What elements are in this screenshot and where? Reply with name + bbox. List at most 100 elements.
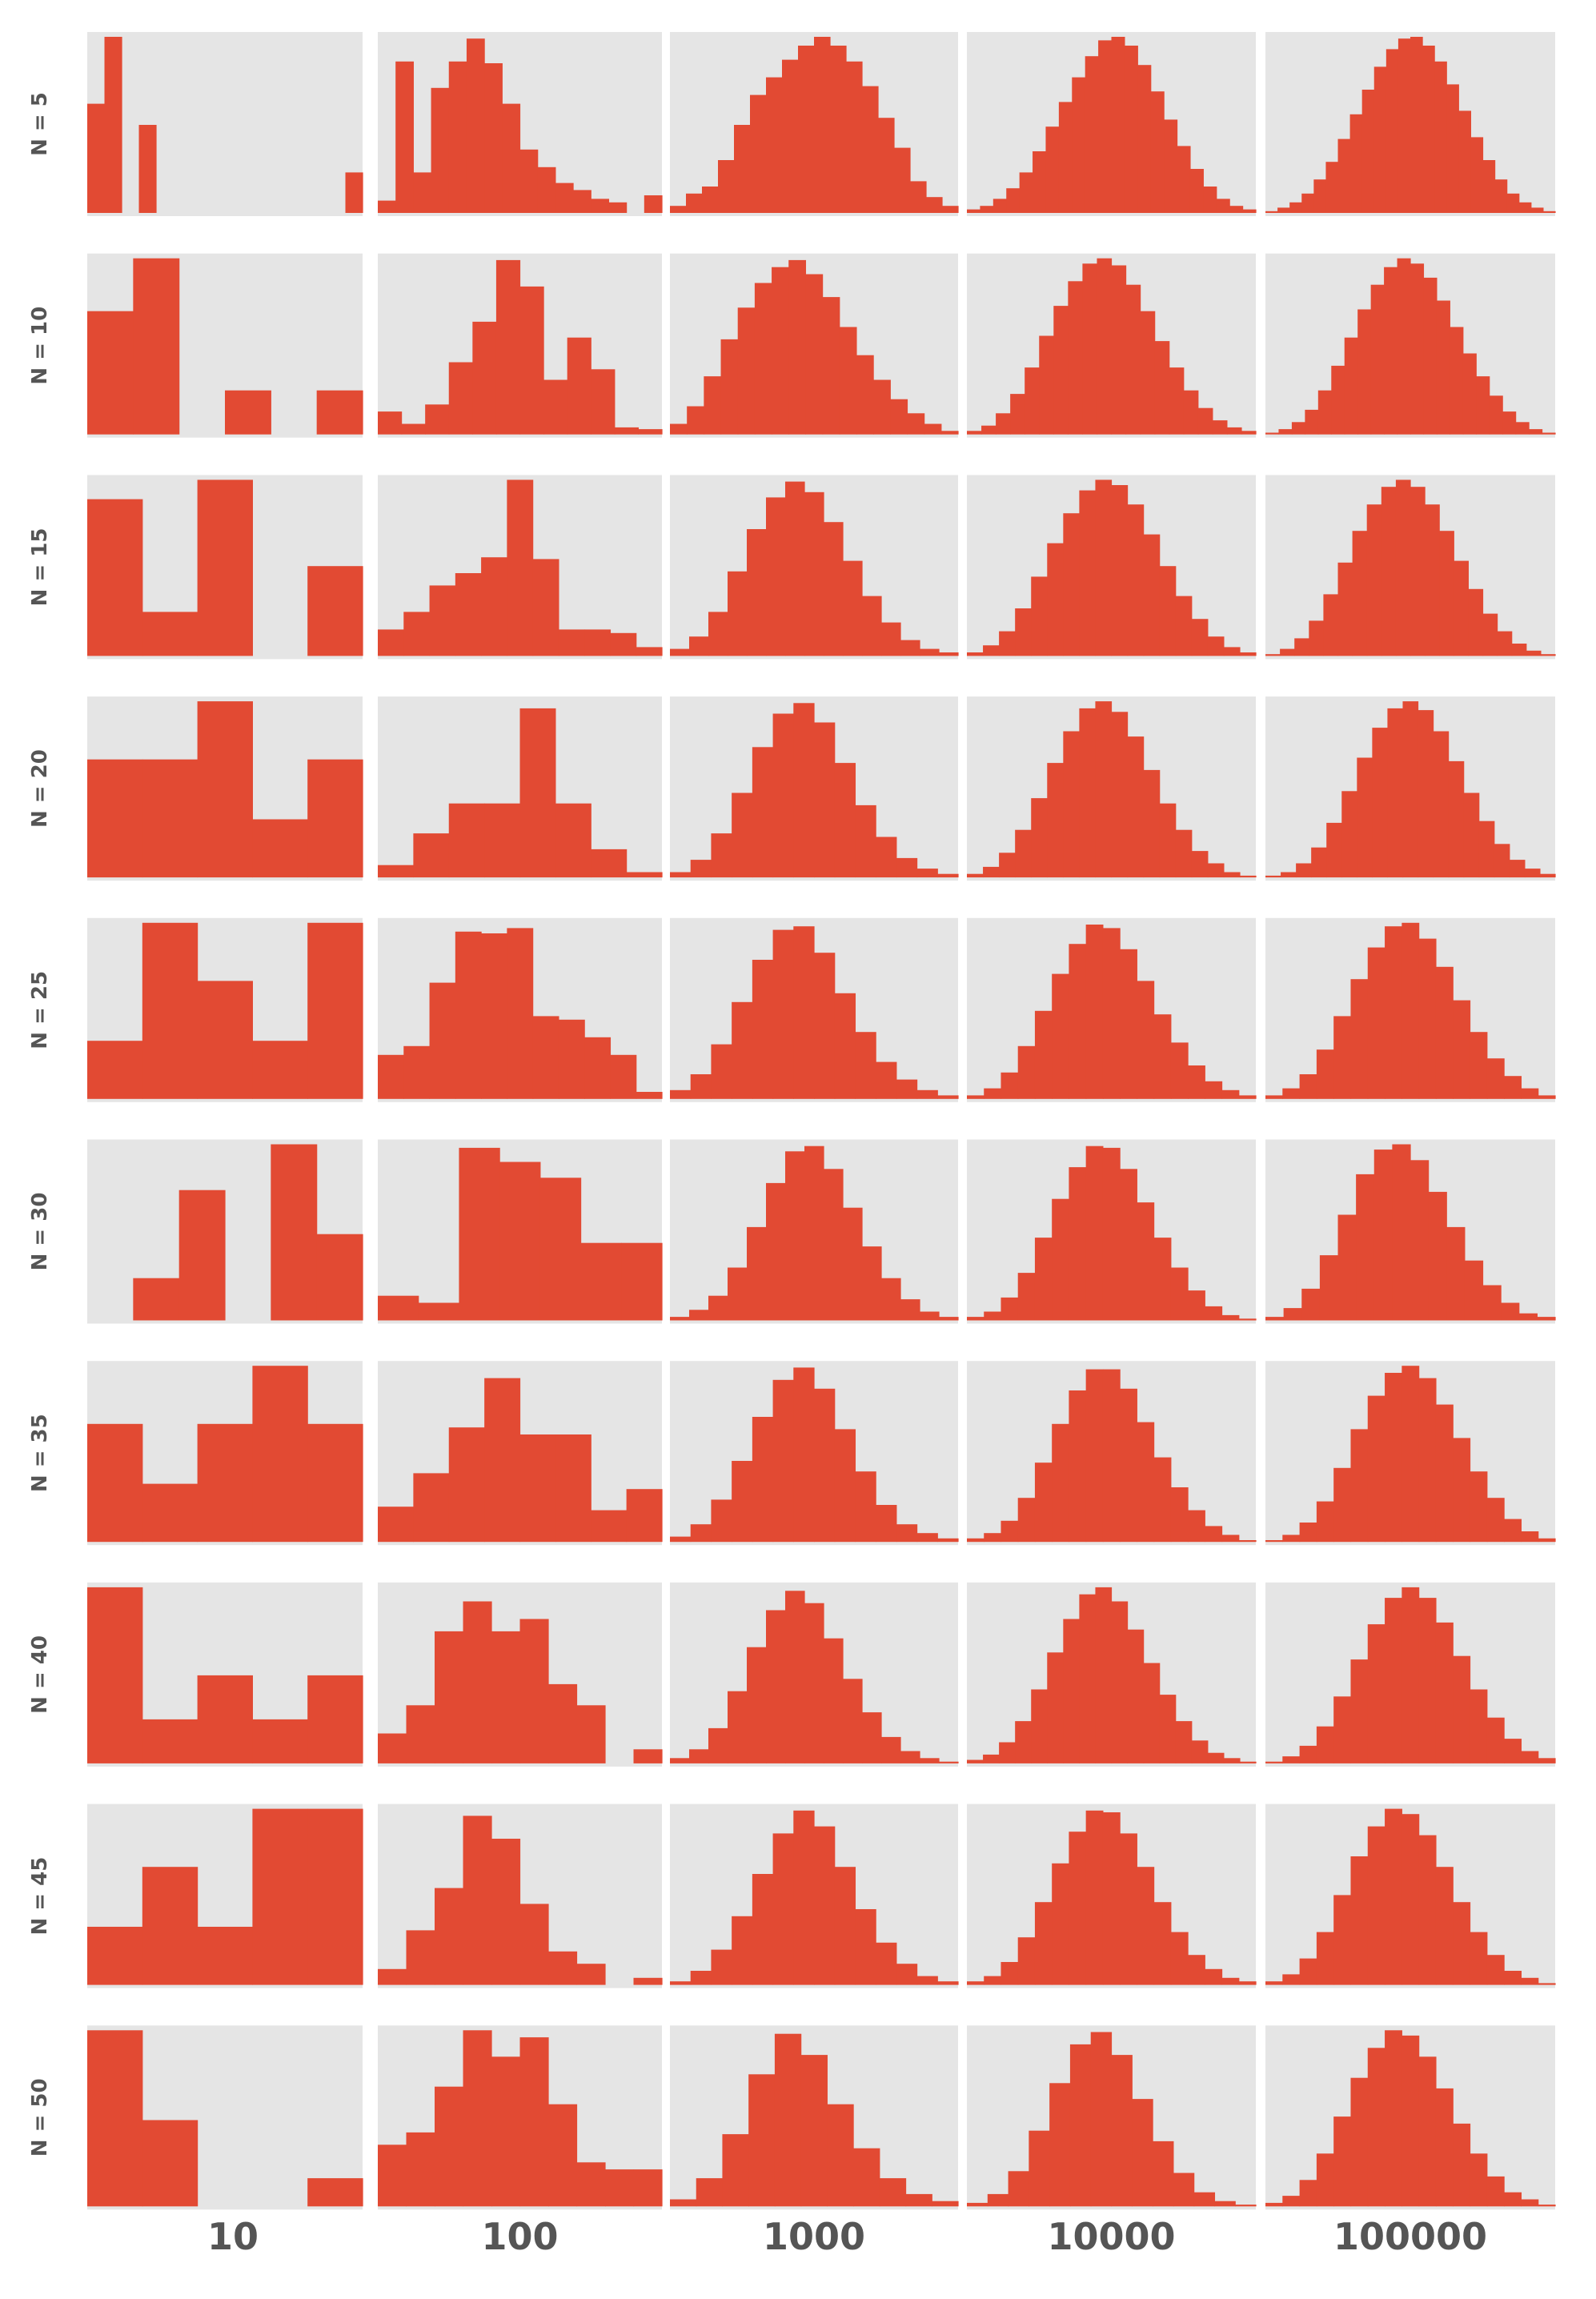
histogram-bar — [1029, 2130, 1050, 2207]
histogram-bar — [1542, 432, 1556, 435]
histogram-bar — [1169, 367, 1185, 435]
histogram-bar — [1079, 490, 1097, 656]
histogram-bar — [532, 1016, 559, 1099]
histogram-bar — [1367, 1624, 1385, 1763]
histogram-bar — [1476, 376, 1490, 435]
panel-r10-c3 — [670, 2025, 959, 2210]
histogram-bar — [747, 1647, 767, 1763]
histogram-bar — [1494, 179, 1508, 213]
histogram-bar — [1486, 1955, 1505, 1985]
histogram-bar — [1221, 1977, 1240, 1985]
histogram-bar — [1289, 202, 1302, 213]
histogram-bar — [133, 258, 180, 435]
histogram-bar — [463, 1601, 492, 1763]
histogram-bar — [1175, 1721, 1193, 1763]
histogram-bar — [1282, 1756, 1301, 1763]
histogram-bar — [584, 629, 612, 656]
histogram-bar — [996, 413, 1011, 435]
histogram-bar — [1265, 654, 1281, 656]
histogram-bar — [1350, 1659, 1369, 1763]
histogram-bar — [638, 429, 663, 435]
histogram-bar — [621, 1242, 663, 1321]
histogram-bar — [980, 206, 994, 213]
histogram-bar — [711, 1949, 732, 1985]
histogram-bar — [1188, 1510, 1205, 1543]
histogram-bar — [1422, 46, 1435, 213]
histogram-bar — [1434, 61, 1447, 213]
histogram-bar — [1470, 1471, 1488, 1543]
histogram-bar — [1111, 1601, 1129, 1763]
histogram-bar — [1356, 1174, 1375, 1321]
histogram-bar — [1205, 1081, 1223, 1099]
panels-layer — [87, 32, 1556, 2210]
histogram-bar — [142, 922, 198, 1099]
histogram-bar — [748, 2074, 776, 2207]
histogram-bar — [484, 1378, 521, 1543]
histogram-bar — [967, 431, 982, 435]
histogram-bar — [197, 981, 253, 1099]
histogram-bar — [576, 1705, 606, 1763]
histogram-bar — [881, 622, 901, 656]
panel-r8-c1 — [87, 1582, 363, 1767]
histogram-bar — [1344, 337, 1358, 435]
histogram-bar — [1063, 731, 1080, 878]
panel-r5-c4 — [967, 917, 1257, 1102]
histogram-bar — [316, 1234, 363, 1321]
histogram-bar — [1034, 1010, 1053, 1099]
histogram-bar — [876, 1942, 897, 1985]
histogram-bar — [142, 2120, 198, 2207]
histogram-bar — [937, 1095, 959, 1099]
histogram-bar — [178, 1190, 226, 1321]
histogram-bar — [555, 803, 591, 878]
histogram-bar — [793, 703, 815, 878]
histogram-bar — [967, 1981, 984, 1985]
histogram-bar — [747, 1226, 767, 1321]
histogram-bar — [1489, 395, 1503, 435]
histogram-bar — [1316, 1726, 1334, 1763]
column-label: 10000 — [1047, 2215, 1175, 2258]
histogram-bar — [1085, 1145, 1104, 1321]
histogram-bar — [271, 1144, 318, 1321]
histogram-bar — [1367, 1395, 1385, 1543]
histogram-bar — [752, 960, 774, 1099]
histogram-bar — [1047, 1652, 1064, 1763]
histogram-bar — [1301, 1288, 1321, 1321]
histogram-bar — [1333, 1467, 1352, 1543]
histogram-bar — [1299, 1958, 1317, 1985]
histogram-bar — [1052, 1423, 1070, 1543]
panel-r3-c4 — [967, 475, 1257, 660]
histogram-bar — [1120, 1388, 1137, 1543]
column-label: 10 — [207, 2215, 259, 2258]
histogram-bar — [690, 860, 712, 878]
histogram-bar — [1402, 1814, 1420, 1985]
histogram-bar — [87, 499, 143, 656]
histogram-bar — [1370, 284, 1385, 435]
histogram-bar — [1337, 138, 1351, 213]
panel-r10-c1 — [87, 2025, 363, 2210]
histogram-bar — [1017, 1498, 1036, 1543]
histogram-bar — [785, 481, 805, 656]
histogram-bar — [1153, 1457, 1172, 1543]
histogram-bar — [752, 1874, 774, 1985]
histogram-bar — [1349, 114, 1363, 213]
histogram-bar — [519, 1904, 549, 1985]
histogram-bar — [711, 833, 732, 878]
histogram-bar — [670, 1758, 690, 1763]
histogram-bar — [1435, 966, 1454, 1099]
histogram-bar — [1031, 798, 1048, 878]
histogram-bar — [1015, 829, 1032, 878]
histogram-bar — [307, 1808, 363, 1985]
histogram-bar — [890, 399, 908, 435]
histogram-bar — [1367, 2048, 1385, 2207]
histogram-bar — [670, 1089, 692, 1099]
histogram-bar — [1239, 1761, 1257, 1763]
histogram-bar — [1537, 1317, 1556, 1321]
histogram-bar — [686, 193, 703, 213]
histogram-bar — [472, 321, 497, 435]
histogram-bar — [1111, 265, 1127, 435]
histogram-bar — [1366, 504, 1382, 656]
histogram-bar — [539, 1178, 582, 1321]
histogram-bar — [1212, 420, 1228, 435]
histogram-bar — [448, 61, 467, 213]
histogram-bar — [920, 1758, 940, 1763]
